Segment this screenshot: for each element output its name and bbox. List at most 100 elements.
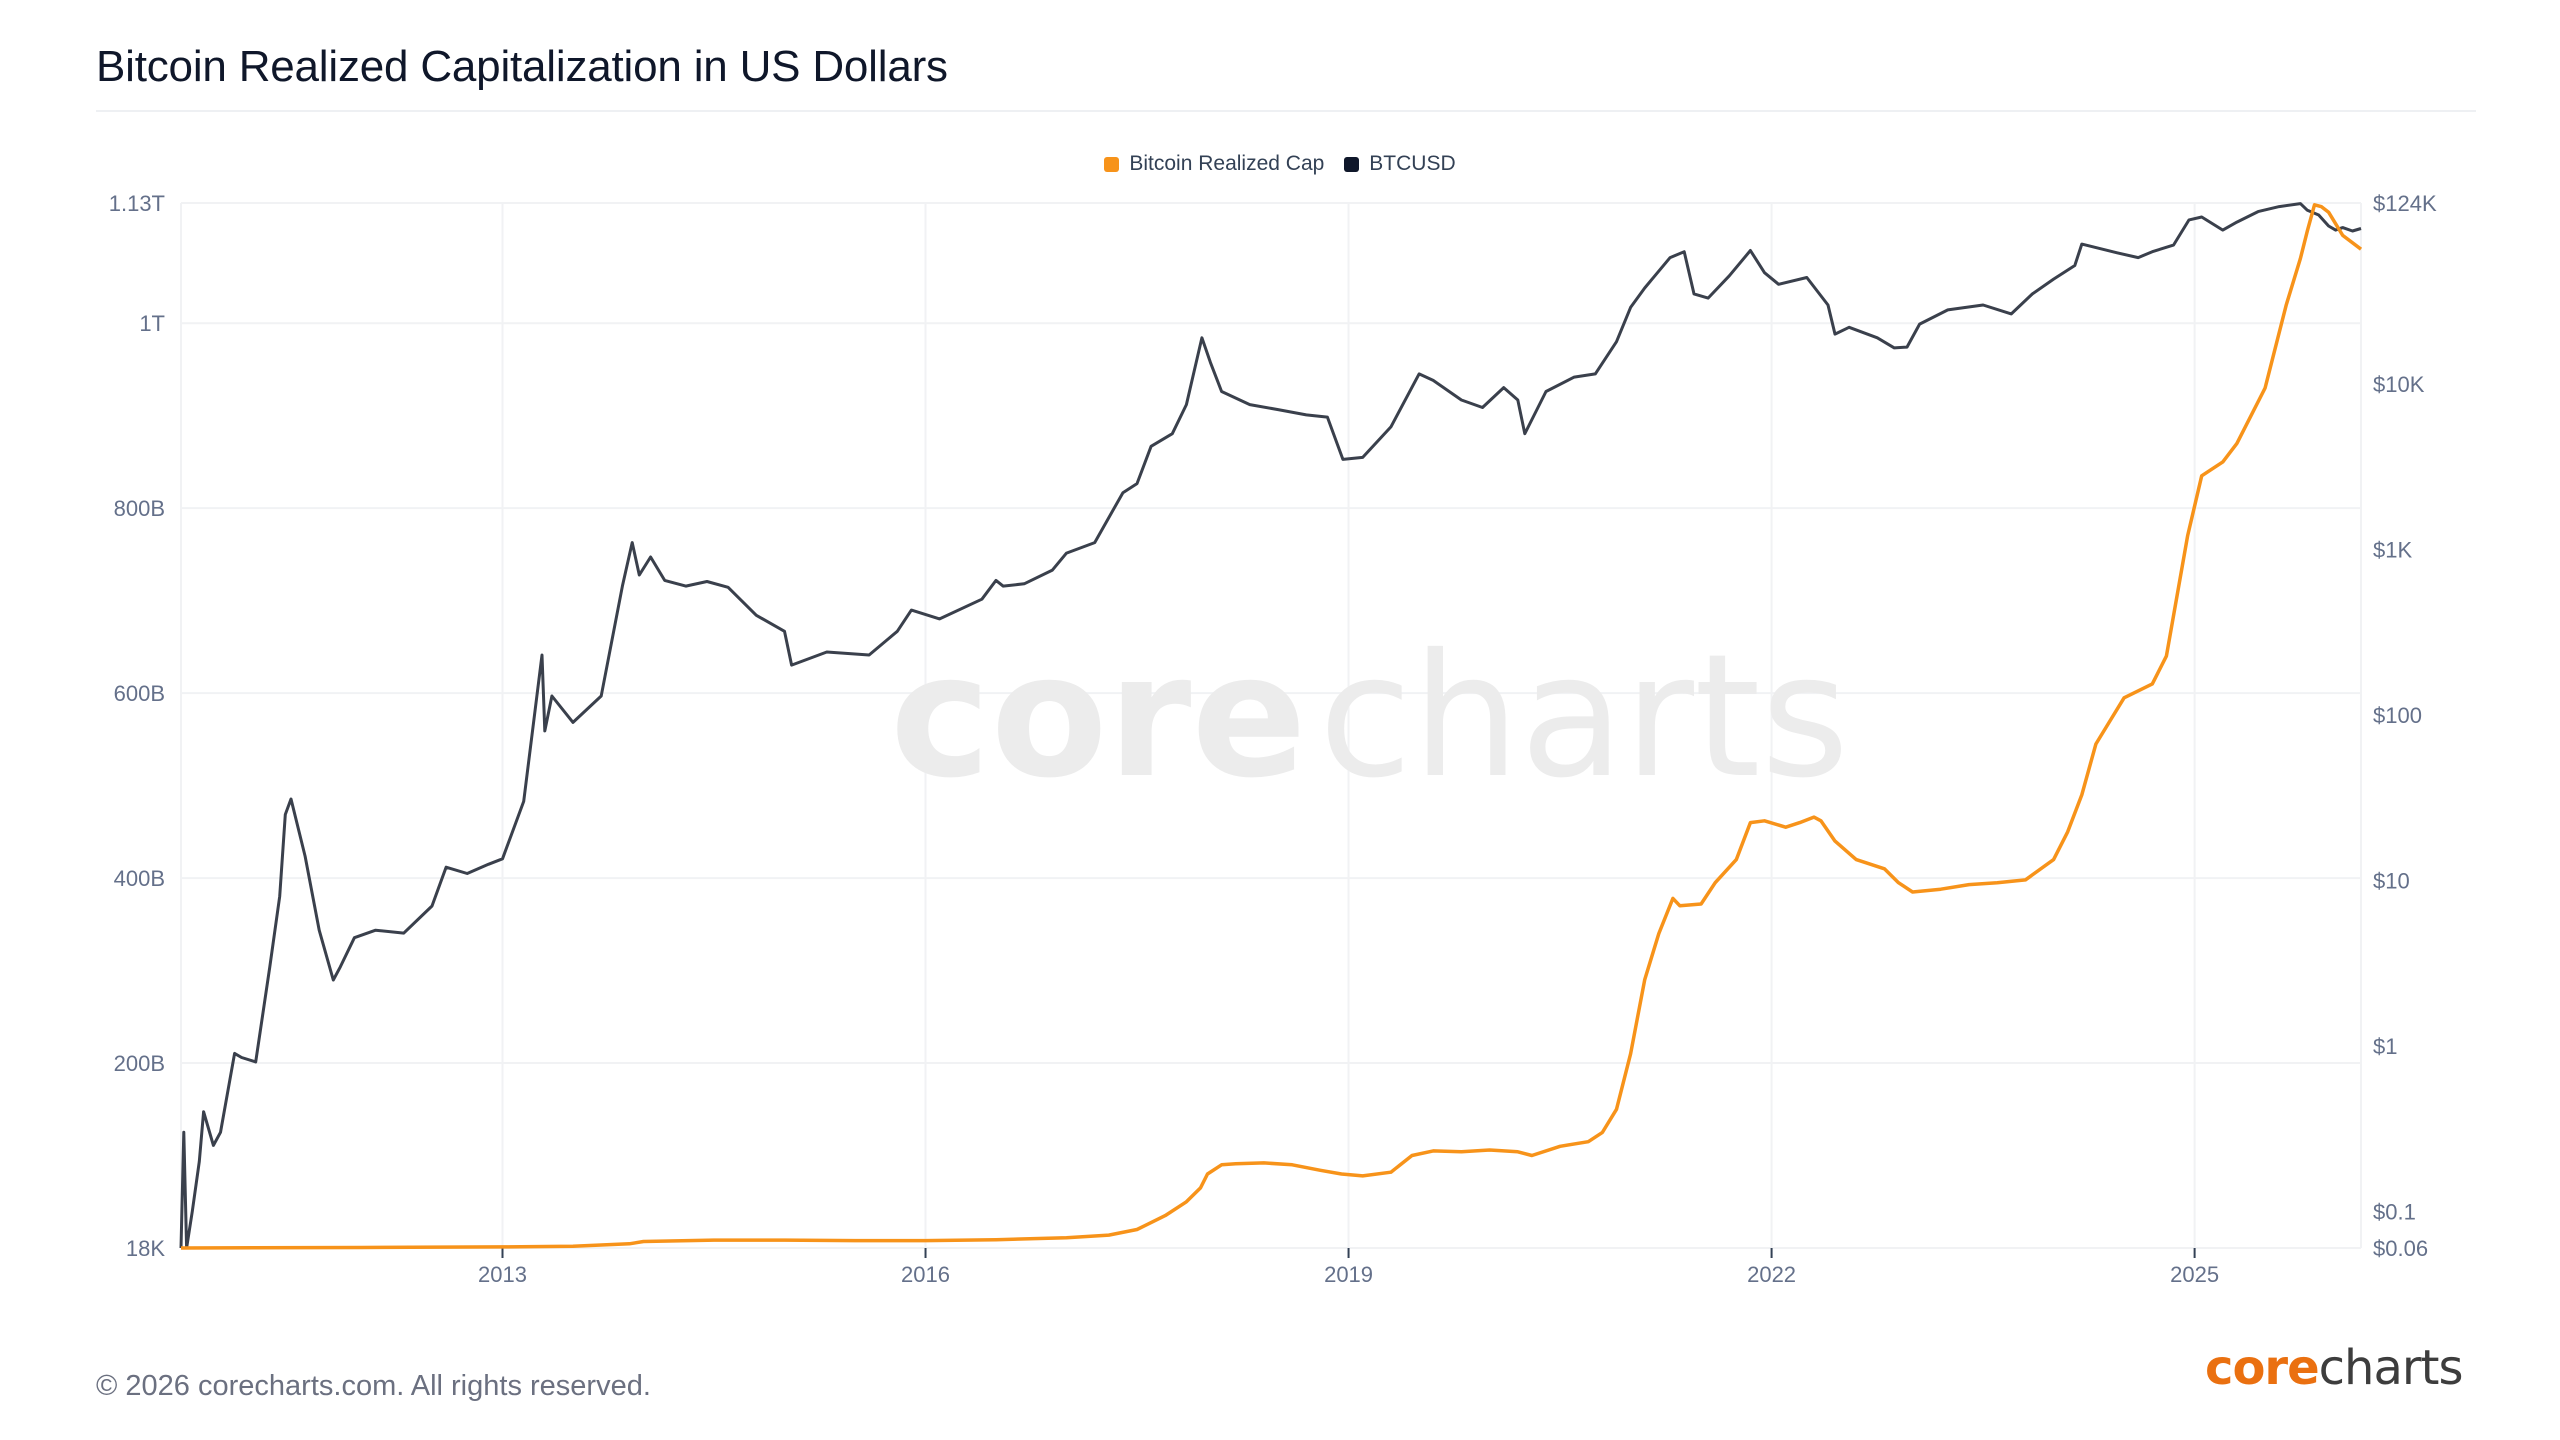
point-btcusd xyxy=(2335,229,2337,231)
watermark-charts: charts xyxy=(1319,618,1850,816)
point-btcusd xyxy=(896,630,898,632)
point-realized-cap xyxy=(925,1240,927,1242)
point-btcusd xyxy=(2318,214,2320,216)
point-realized-cap xyxy=(1855,859,1857,861)
brand-logo[interactable]: corecharts xyxy=(2205,1340,2464,1396)
series-line-btcusd xyxy=(179,202,2362,1250)
y-right-tick-label: $1 xyxy=(2373,1034,2397,1059)
point-btcusd xyxy=(234,1052,236,1054)
point-btcusd xyxy=(572,721,574,723)
point-btcusd xyxy=(1806,277,1808,279)
point-realized-cap xyxy=(713,1239,715,1241)
point-btcusd xyxy=(191,1210,193,1212)
legend-label-btcusd: BTCUSD xyxy=(1369,152,1456,175)
point-btcusd xyxy=(353,937,355,939)
point-realized-cap xyxy=(2053,859,2055,861)
point-realized-cap xyxy=(1235,1163,1237,1165)
point-realized-cap xyxy=(1185,1201,1187,1203)
y-right-tick-label: $1K xyxy=(2373,537,2412,562)
y-left-tick-label: 18K xyxy=(126,1236,165,1261)
point-realized-cap xyxy=(2306,230,2308,232)
point-btcusd xyxy=(2257,211,2259,213)
point-realized-cap xyxy=(2342,234,2344,236)
point-realized-cap xyxy=(1644,979,1646,981)
point-btcusd xyxy=(203,1111,205,1113)
point-btcusd xyxy=(1644,287,1646,289)
point-btcusd xyxy=(2222,229,2224,231)
point-realized-cap xyxy=(1898,882,1900,884)
legend-swatch-btcusd xyxy=(1344,156,1360,172)
y-axis-left: 18K 200B 400B 600B 800B 1T 1.13T xyxy=(109,191,166,1261)
point-btcusd xyxy=(1848,326,1850,328)
watermark-core: core xyxy=(890,618,1307,816)
series-line-realized-cap xyxy=(180,203,2363,1250)
point-btcusd xyxy=(1524,433,1526,435)
point-realized-cap xyxy=(1834,840,1836,842)
point-btcusd xyxy=(650,556,652,558)
point-btcusd xyxy=(304,855,306,857)
point-realized-cap xyxy=(1883,868,1885,870)
point-realized-cap xyxy=(1559,1145,1561,1147)
point-btcusd xyxy=(241,1057,243,1059)
point-btcusd xyxy=(1432,379,1434,381)
point-btcusd xyxy=(544,730,546,732)
point-btcusd xyxy=(502,858,504,860)
point-btcusd xyxy=(621,585,623,587)
point-realized-cap xyxy=(1108,1234,1110,1236)
legend-item-realized-cap[interactable]: Bitcoin Realized Cap xyxy=(1104,152,1324,176)
point-btcusd xyxy=(1362,456,1364,458)
y-right-tick-label: $10 xyxy=(2373,868,2410,893)
point-realized-cap xyxy=(2314,204,2316,206)
point-btcusd xyxy=(290,798,292,800)
point-btcusd xyxy=(318,929,320,931)
point-btcusd xyxy=(1982,304,1984,306)
page-title: Bitcoin Realized Capitalization in US Do… xyxy=(96,42,948,91)
point-btcusd xyxy=(1669,257,1671,259)
logo-charts: charts xyxy=(2318,1340,2464,1396)
point-btcusd xyxy=(1503,387,1505,389)
point-realized-cap xyxy=(1362,1175,1364,1177)
point-btcusd xyxy=(255,1061,257,1063)
point-btcusd xyxy=(727,586,729,588)
point-btcusd xyxy=(1693,293,1695,295)
point-realized-cap xyxy=(1411,1155,1413,1157)
point-realized-cap xyxy=(1066,1237,1068,1239)
point-realized-cap xyxy=(1291,1164,1293,1166)
point-btcusd xyxy=(186,1247,188,1249)
point-btcusd xyxy=(2116,252,2118,254)
point-btcusd xyxy=(1305,414,1307,416)
point-realized-cap xyxy=(2024,879,2026,881)
point-realized-cap xyxy=(643,1241,645,1243)
grid-lines xyxy=(180,202,2362,1249)
x-tick-label: 2019 xyxy=(1324,1262,1373,1287)
point-btcusd xyxy=(1002,585,1004,587)
y-right-tick-label: $0.1 xyxy=(2373,1199,2416,1224)
point-realized-cap xyxy=(1813,816,1815,818)
point-btcusd xyxy=(1326,416,1328,418)
legend-item-btcusd[interactable]: BTCUSD xyxy=(1344,152,1456,176)
point-btcusd xyxy=(2188,219,2190,221)
y-left-tick-label: 1.13T xyxy=(109,191,165,216)
point-btcusd xyxy=(1460,399,1462,401)
point-realized-cap xyxy=(1735,859,1737,861)
point-btcusd xyxy=(631,542,633,544)
point-btcusd xyxy=(2031,293,2033,295)
point-btcusd xyxy=(220,1131,222,1133)
point-btcusd xyxy=(180,1247,182,1249)
point-realized-cap xyxy=(1672,897,1674,899)
point-btcusd xyxy=(1778,283,1780,285)
x-tick-label: 2022 xyxy=(1747,1262,1796,1287)
point-btcusd xyxy=(1947,309,1949,311)
point-btcusd xyxy=(2081,243,2083,245)
point-btcusd xyxy=(2201,216,2203,218)
point-btcusd xyxy=(2278,206,2280,208)
point-btcusd xyxy=(339,966,341,968)
point-btcusd xyxy=(183,1131,185,1133)
point-realized-cap xyxy=(854,1240,856,1242)
point-btcusd xyxy=(910,609,912,611)
point-btcusd xyxy=(1876,337,1878,339)
point-btcusd xyxy=(1482,407,1484,409)
point-btcusd xyxy=(1201,337,1203,339)
point-realized-cap xyxy=(2165,655,2167,657)
